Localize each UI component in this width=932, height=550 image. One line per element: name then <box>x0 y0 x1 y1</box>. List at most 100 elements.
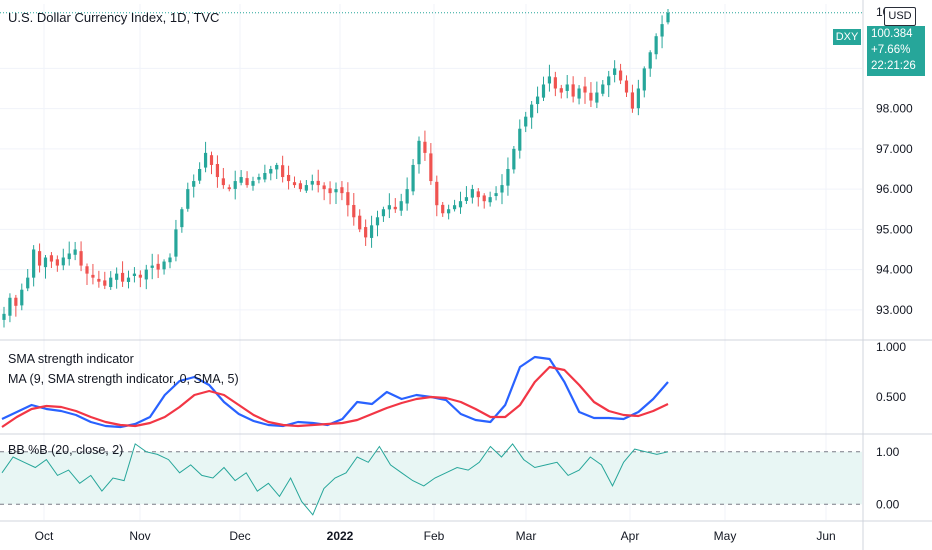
sma-tick-label: 0.500 <box>876 390 906 404</box>
last-price-label: 100.384 +7.66% 22:21:26 <box>867 26 925 76</box>
candle-body <box>144 269 148 280</box>
candle-body <box>245 178 249 186</box>
candle-body <box>286 174 291 182</box>
candle-body <box>494 193 498 197</box>
time-tick-label: Oct <box>35 529 54 543</box>
candle-body <box>352 204 356 218</box>
candle-body <box>595 92 599 103</box>
candle-body <box>43 257 48 268</box>
candle-body <box>482 195 486 202</box>
candle-body <box>524 116 528 127</box>
candle-body <box>322 185 326 190</box>
candle-body <box>156 263 160 270</box>
candle-body <box>577 88 581 99</box>
candle-body <box>198 168 202 181</box>
candle-body <box>346 192 350 206</box>
candle-body <box>559 88 563 93</box>
last-price-value: 100.384 <box>871 28 913 40</box>
candle-body <box>399 201 403 211</box>
candle-body <box>452 205 457 210</box>
candle-body <box>221 178 225 186</box>
candle-body <box>67 253 71 260</box>
candle-body <box>209 155 214 165</box>
legend-sma-strength[interactable]: SMA strength indicator <box>8 352 134 366</box>
candle-body <box>269 168 273 174</box>
price-tick-label: 94.000 <box>876 263 913 277</box>
bb-tick-label: 1.00 <box>876 445 900 459</box>
candle-body <box>375 217 380 226</box>
candle-body <box>115 273 119 280</box>
legend-bb[interactable]: BB %B (20, close, 2) <box>8 443 124 457</box>
candle-body <box>168 257 172 263</box>
candle-body <box>553 77 557 89</box>
candle-body <box>583 86 587 93</box>
candle-body <box>251 181 255 186</box>
candle-body <box>429 153 433 182</box>
candle-body <box>192 181 196 187</box>
candle-body <box>150 265 154 268</box>
candle-body <box>618 70 623 81</box>
candle-body <box>292 182 297 186</box>
candle-body <box>263 173 267 180</box>
time-tick-label: 2022 <box>327 529 354 543</box>
candle-body <box>405 189 409 204</box>
candle-body <box>571 84 575 97</box>
candle-body <box>369 225 374 238</box>
legend-ma[interactable]: MA (9, SMA strength indicator, 0, SMA, 5… <box>8 372 239 386</box>
bb-tick-label: 0.00 <box>876 497 900 511</box>
candle-body <box>233 181 237 189</box>
price-tick-label: 96.000 <box>876 182 913 196</box>
candle-body <box>423 141 427 153</box>
candle-body <box>506 168 510 186</box>
candle-body <box>607 76 611 86</box>
price-tick-label: 98.000 <box>876 102 913 116</box>
candle-body <box>411 164 415 192</box>
candle-body <box>281 165 285 178</box>
candle-body <box>458 201 463 208</box>
candle-body <box>186 189 190 209</box>
candle-body <box>642 68 646 91</box>
price-change: +7.66% <box>871 44 911 56</box>
candle-body <box>417 140 421 165</box>
chart-title: U.S. Dollar Currency Index, 1D, TVC <box>8 10 220 25</box>
candle-body <box>381 209 386 217</box>
candle-body <box>174 229 178 257</box>
candle-body <box>97 278 101 282</box>
candle-body <box>470 189 474 198</box>
candle-body <box>103 280 107 286</box>
time-tick-label: May <box>714 529 737 543</box>
candle-body <box>55 259 59 266</box>
candle-body <box>310 181 314 185</box>
grid-lines <box>0 4 862 520</box>
candle-body <box>257 177 261 180</box>
price-candles <box>2 8 670 328</box>
candle-body <box>358 215 362 230</box>
bb-band-fill <box>0 451 862 505</box>
time-tick-label: Feb <box>424 529 445 543</box>
price-tick-label: 95.000 <box>876 222 913 236</box>
candle-body <box>20 289 24 306</box>
candle-body <box>541 84 546 98</box>
bb-percent-line <box>1 443 669 516</box>
candle-body <box>547 76 552 84</box>
candle-body <box>364 227 368 238</box>
symbol-badge: DXY <box>833 29 861 45</box>
candle-body <box>535 96 540 105</box>
candle-body <box>387 205 391 210</box>
price-tick-label: 93.000 <box>876 303 913 317</box>
candle-body <box>654 36 658 55</box>
candle-body <box>162 261 166 270</box>
currency-badge[interactable]: USD <box>884 7 916 26</box>
time-tick-label: Jun <box>816 529 835 543</box>
time-tick-label: Apr <box>621 529 640 543</box>
candle-body <box>109 277 113 288</box>
candle-body <box>328 188 332 194</box>
sma-tick-label: 1.000 <box>876 340 906 354</box>
candle-body <box>126 277 131 282</box>
price-tick-label: 97.000 <box>876 142 913 156</box>
candle-body <box>132 273 137 277</box>
candle-body <box>636 88 640 109</box>
candle-body <box>32 249 36 278</box>
